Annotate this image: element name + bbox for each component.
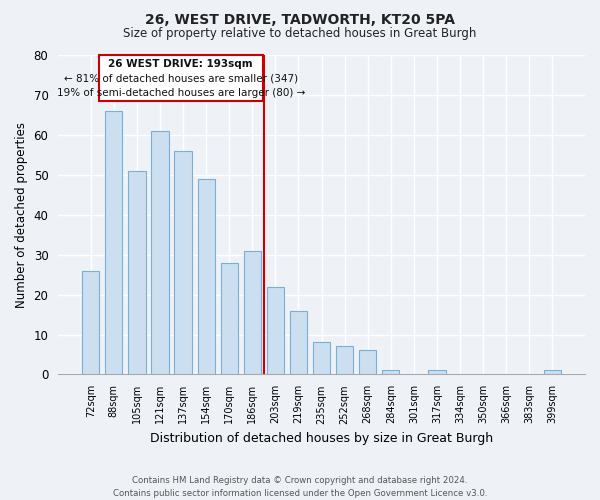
Bar	[428, 370, 446, 374]
Bar	[197, 179, 215, 374]
Bar	[290, 310, 307, 374]
Y-axis label: Number of detached properties: Number of detached properties	[15, 122, 28, 308]
Bar	[336, 346, 353, 374]
Text: Contains HM Land Registry data © Crown copyright and database right 2024.
Contai: Contains HM Land Registry data © Crown c…	[113, 476, 487, 498]
Bar	[175, 151, 192, 374]
Text: ← 81% of detached houses are smaller (347): ← 81% of detached houses are smaller (34…	[64, 73, 298, 83]
FancyBboxPatch shape	[99, 55, 263, 101]
Bar	[128, 171, 146, 374]
Text: Size of property relative to detached houses in Great Burgh: Size of property relative to detached ho…	[124, 28, 476, 40]
Bar	[382, 370, 400, 374]
Bar	[151, 131, 169, 374]
Text: 26, WEST DRIVE, TADWORTH, KT20 5PA: 26, WEST DRIVE, TADWORTH, KT20 5PA	[145, 12, 455, 26]
Bar	[544, 370, 561, 374]
Bar	[267, 286, 284, 374]
Bar	[359, 350, 376, 374]
Text: 19% of semi-detached houses are larger (80) →: 19% of semi-detached houses are larger (…	[56, 88, 305, 98]
Bar	[313, 342, 330, 374]
Text: 26 WEST DRIVE: 193sqm: 26 WEST DRIVE: 193sqm	[109, 59, 253, 69]
Bar	[105, 111, 122, 374]
Bar	[221, 262, 238, 374]
Bar	[244, 250, 261, 374]
Bar	[82, 270, 100, 374]
X-axis label: Distribution of detached houses by size in Great Burgh: Distribution of detached houses by size …	[150, 432, 493, 445]
